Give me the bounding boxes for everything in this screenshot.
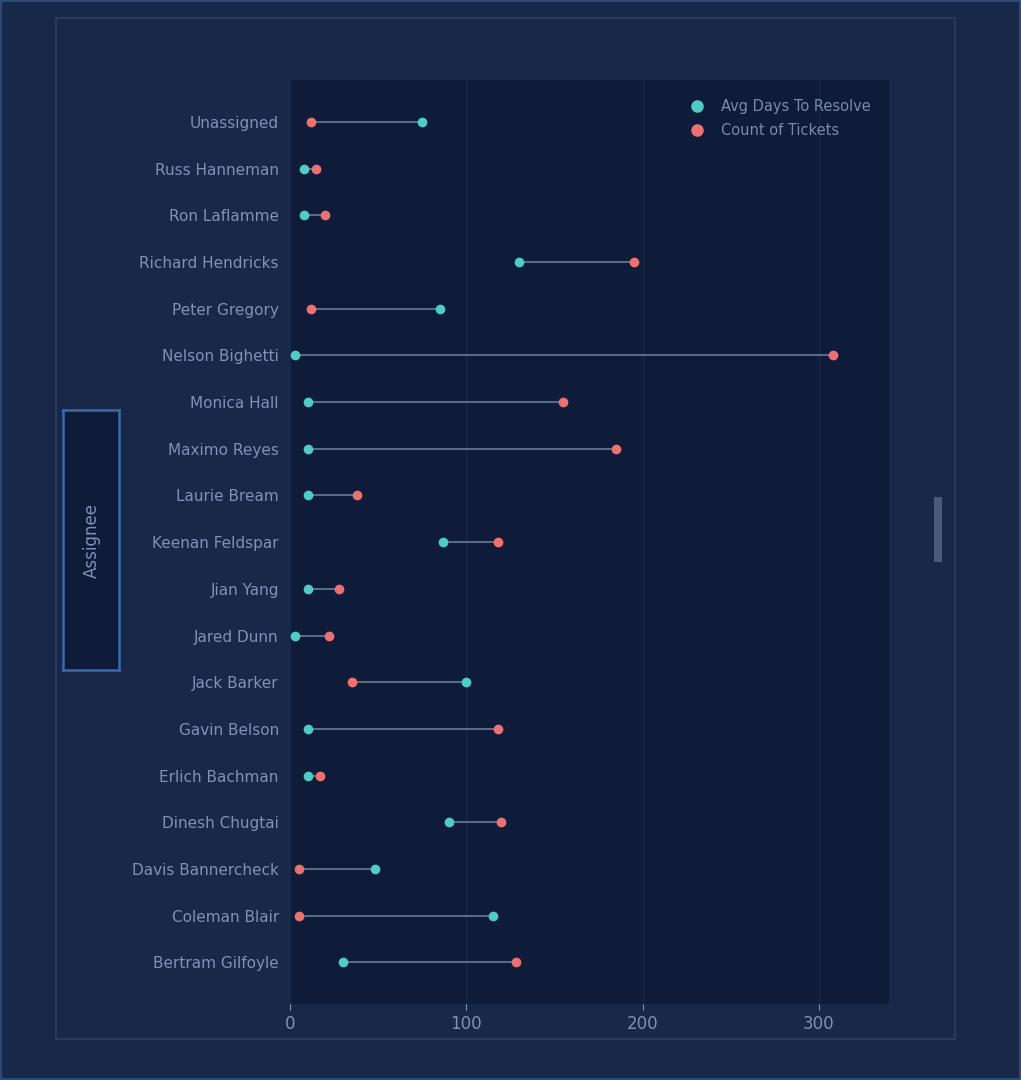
Point [291, 861, 307, 878]
Point [414, 113, 430, 131]
Point [308, 160, 325, 177]
Point [440, 813, 456, 831]
Point [507, 954, 524, 971]
Point [825, 347, 841, 364]
Point [626, 254, 642, 271]
Point [367, 861, 383, 878]
Point [485, 907, 501, 924]
Point [435, 534, 451, 551]
Legend: Avg Days To Resolve, Count of Tickets: Avg Days To Resolve, Count of Tickets [671, 87, 882, 149]
Point [493, 813, 509, 831]
Point [458, 674, 475, 691]
Point [490, 720, 506, 738]
Point [555, 393, 572, 410]
Point [287, 347, 303, 364]
Point [303, 113, 320, 131]
Point [299, 767, 315, 784]
Point [296, 160, 312, 177]
Point [299, 441, 315, 458]
Point [311, 767, 328, 784]
Point [321, 626, 337, 644]
Point [299, 487, 315, 504]
Point [296, 206, 312, 224]
Text: Assignee: Assignee [83, 502, 100, 578]
Point [490, 534, 506, 551]
Point [299, 393, 315, 410]
Point [432, 300, 448, 318]
Point [510, 254, 527, 271]
Point [303, 300, 320, 318]
Point [607, 441, 624, 458]
Point [299, 580, 315, 597]
Point [299, 720, 315, 738]
Point [291, 907, 307, 924]
Point [343, 674, 359, 691]
Point [318, 206, 334, 224]
Point [287, 626, 303, 644]
Point [349, 487, 366, 504]
Point [331, 580, 347, 597]
Point [335, 954, 351, 971]
